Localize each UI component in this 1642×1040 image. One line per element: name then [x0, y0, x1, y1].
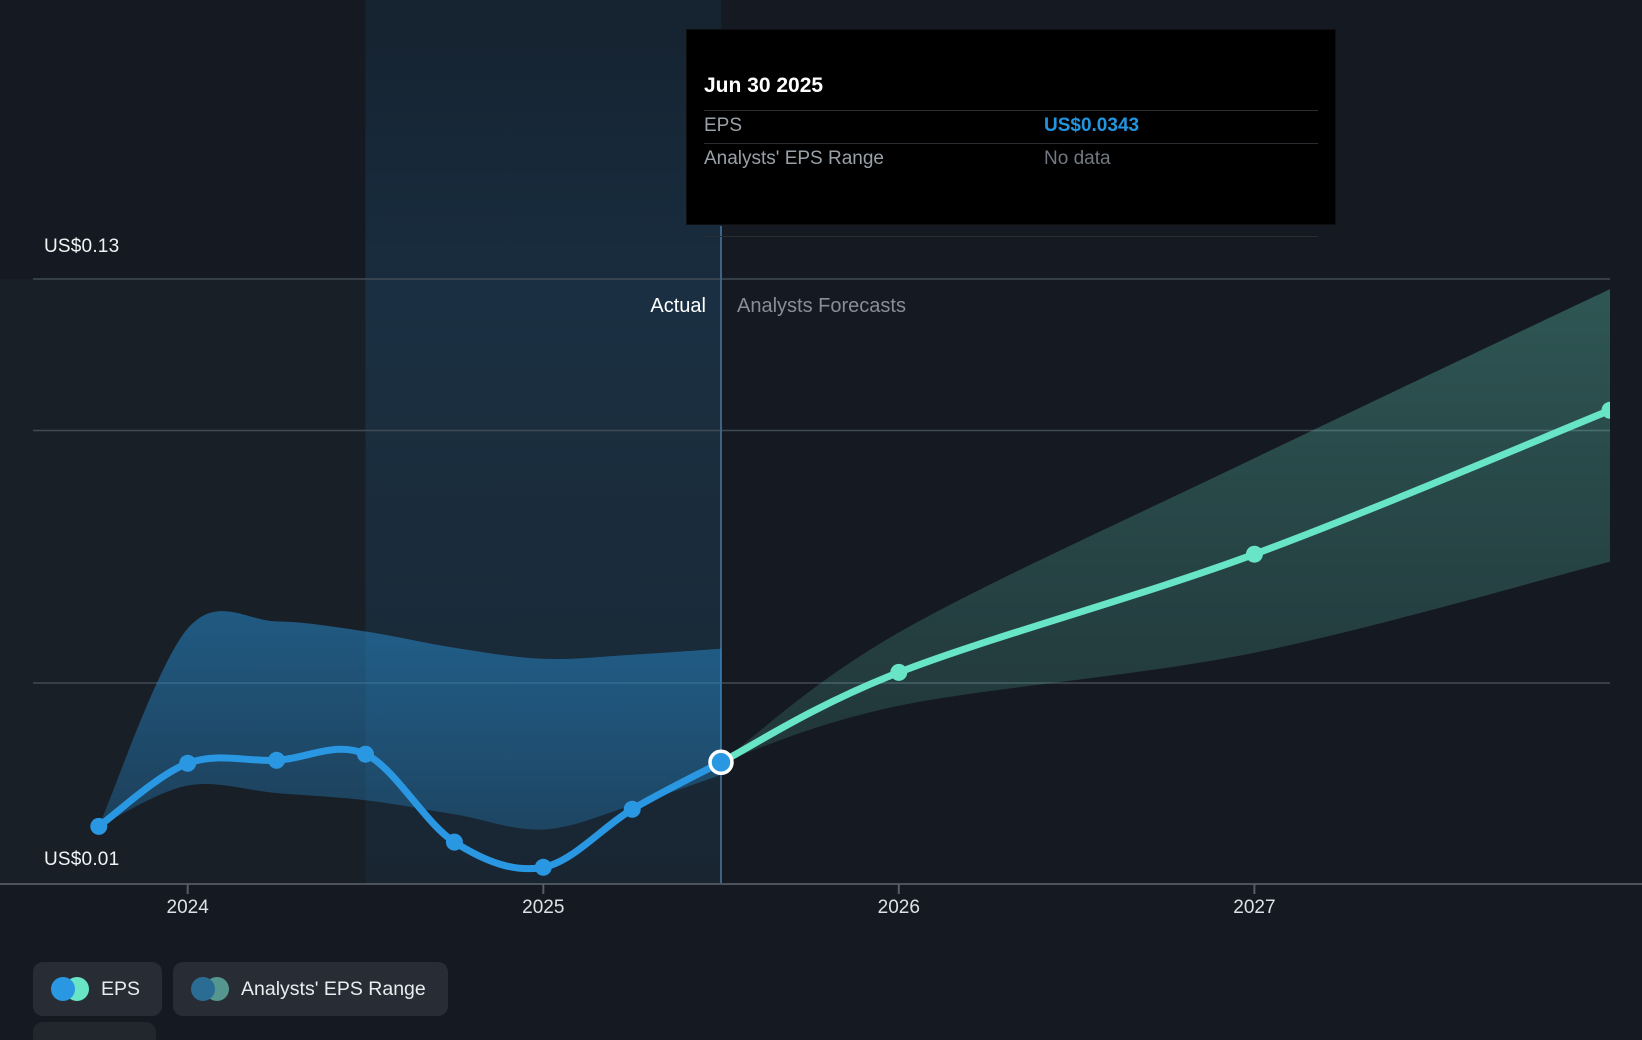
legend-label-eps-range: Analysts' EPS Range: [241, 977, 426, 1000]
eps-legend-icon: [51, 977, 89, 1001]
tooltip-separator: [704, 143, 1318, 144]
x-axis-label-2026: 2026: [877, 897, 920, 918]
tooltip-range-label: Analysts' EPS Range: [704, 148, 884, 169]
legend-item-partial[interactable]: [33, 1022, 156, 1040]
tooltip-eps-label: EPS: [704, 115, 743, 136]
legend-label-eps: EPS: [101, 977, 141, 1000]
axis-layer: [0, 883, 1642, 894]
eps-point-dot[interactable]: [179, 754, 197, 772]
tooltip-range-value: No data: [1044, 148, 1111, 169]
forecast-section-label: Analysts Forecasts: [737, 295, 906, 317]
eps-point-dot[interactable]: [90, 817, 108, 835]
range-blue-dot-icon: [191, 977, 215, 1001]
actual-section-label: Actual: [650, 295, 706, 317]
tooltip-date: Jun 30 2025: [704, 74, 824, 97]
eps-range-band-forecast[interactable]: [721, 289, 1610, 763]
x-axis-label-2025: 2025: [522, 897, 565, 918]
eps-forecast-line[interactable]: [717, 406, 1610, 766]
eps-point-dot[interactable]: [623, 800, 641, 818]
tooltip-eps-value: US$0.0343: [1044, 115, 1140, 136]
eps-range-band-actual[interactable]: [98, 611, 722, 830]
eps-point-dot[interactable]: [445, 833, 463, 851]
legend-item-eps-range[interactable]: Analysts' EPS Range: [173, 962, 448, 1016]
eps-current-point-dot[interactable]: [708, 749, 734, 776]
tooltip-separator: [704, 110, 1318, 111]
forecast-point-dot[interactable]: [1245, 545, 1263, 563]
legend-item-eps[interactable]: EPS: [33, 962, 163, 1016]
y-axis-label-top: US$0.13: [44, 236, 120, 257]
x-axis-label-2024: 2024: [166, 897, 209, 918]
eps-point-dot[interactable]: [268, 751, 286, 769]
x-axis-label-2027: 2027: [1233, 897, 1276, 918]
eps-point-dot[interactable]: [534, 858, 552, 876]
y-axis-label-bottom: US$0.01: [44, 849, 120, 870]
series-layer: [90, 289, 1619, 876]
eps-blue-dot-icon: [51, 977, 75, 1001]
forecast-point-dot[interactable]: [1601, 401, 1619, 419]
eps-range-legend-icon: [191, 977, 229, 1001]
chart-tooltip: Jun 30 2025 EPS US$0.0343 Analysts' EPS …: [686, 29, 1336, 237]
forecast-point-dot[interactable]: [890, 663, 908, 681]
eps-point-dot[interactable]: [357, 745, 374, 763]
tooltip-separator: [704, 236, 1318, 237]
